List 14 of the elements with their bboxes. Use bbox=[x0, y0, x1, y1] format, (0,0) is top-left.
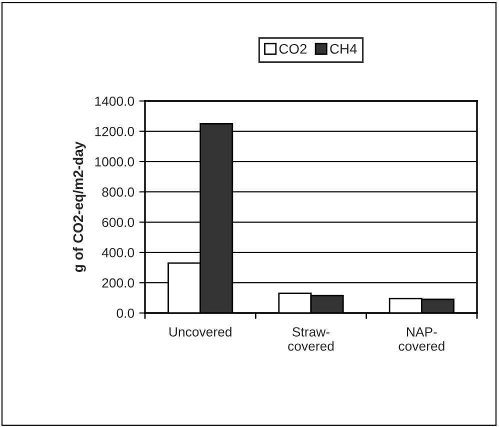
y-tick-label: 1200.0 bbox=[95, 126, 134, 136]
y-tick-label: 200.0 bbox=[102, 278, 134, 288]
legend-label: CH4 bbox=[330, 44, 357, 54]
x-tick-label: NAP- covered bbox=[398, 327, 444, 351]
y-tick-label: 800.0 bbox=[102, 187, 134, 197]
legend-label: CO2 bbox=[279, 44, 307, 54]
y-tick-label: 1400.0 bbox=[95, 96, 134, 106]
x-tick-label: Uncovered bbox=[169, 326, 232, 337]
x-tick-label: Straw- covered bbox=[288, 327, 334, 351]
y-axis-title: g of CO2-eq/m2-day bbox=[72, 141, 86, 272]
y-tick-label: 600.0 bbox=[102, 218, 134, 228]
y-tick-label: 0.0 bbox=[116, 308, 134, 318]
y-tick-label: 1000.0 bbox=[95, 157, 134, 166]
y-tick-label: 400.0 bbox=[102, 248, 134, 258]
